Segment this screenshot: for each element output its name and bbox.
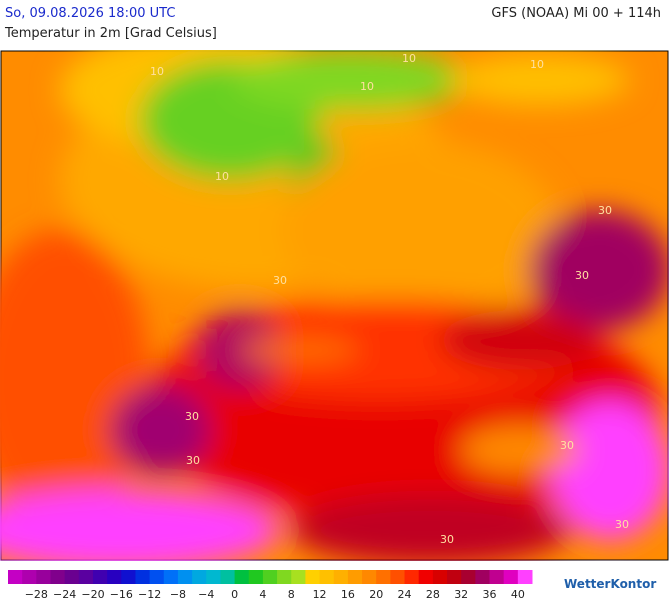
model-run: GFS (NOAA) Mi 00 + 114h (491, 6, 661, 21)
legend-swatch (347, 570, 363, 584)
logo: WetterKontor (564, 577, 656, 591)
parameter: Temperatur in 2m [Grad Celsius] (5, 26, 217, 41)
legend-swatch (36, 570, 51, 584)
contour-label: 30 (273, 274, 287, 287)
legend-swatch (177, 570, 193, 584)
legend-swatch (404, 570, 420, 584)
legend-label: 24 (398, 588, 412, 600)
legend-swatch (461, 570, 476, 584)
legend-label: 0 (231, 588, 238, 600)
legend-label: 32 (454, 588, 468, 600)
legend-label: −24 (53, 588, 76, 600)
contour-label: 10 (150, 65, 164, 78)
legend-swatch (262, 570, 278, 584)
legend-swatch (92, 570, 108, 584)
contour-label: 10 (530, 58, 544, 71)
legend-labels: −28 −24 −20 −16 −12 −8 −4 0 4 8 12 16 20 24 28 32 36 40 (25, 588, 525, 600)
legend-swatch (206, 570, 221, 584)
legend-label: −12 (138, 588, 161, 600)
legend-swatch (305, 570, 321, 584)
legend-label: −8 (170, 588, 186, 600)
legend-swatch (277, 570, 292, 584)
contour-label: 30 (440, 533, 454, 546)
legend: −28 −24 −20 −16 −12 −8 −4 0 4 8 12 16 20 24 28 32 36 40 W… (8, 570, 656, 600)
legend-label: 12 (313, 588, 327, 600)
legend-label: 16 (341, 588, 355, 600)
legend-swatch (418, 570, 434, 584)
legend-swatch (362, 570, 377, 584)
legend-swatch (376, 570, 391, 584)
legend-swatch (64, 570, 80, 584)
contour-label: 30 (185, 410, 199, 423)
contour-label: 10 (402, 52, 416, 65)
legend-swatch (22, 570, 37, 584)
legend-bar (8, 570, 533, 584)
legend-swatch (447, 570, 462, 584)
legend-swatch (220, 570, 236, 584)
legend-swatch (475, 570, 491, 584)
contour-label: 30 (186, 454, 200, 467)
legend-label: 4 (259, 588, 266, 600)
legend-swatch (291, 570, 306, 584)
legend-label: 28 (426, 588, 440, 600)
legend-swatch (50, 570, 66, 584)
legend-swatch (390, 570, 406, 584)
temperature-fields (0, 50, 669, 561)
contour-labels: 10 10 10 10 10 30 30 30 30 30 30 30 30 (150, 52, 629, 546)
contour-label: 30 (598, 204, 612, 217)
contour-label: 30 (575, 269, 589, 282)
legend-swatch (248, 570, 264, 584)
legend-swatch (121, 570, 136, 584)
legend-swatch (8, 570, 23, 584)
legend-swatch (319, 570, 335, 584)
legend-swatch (489, 570, 505, 584)
legend-label: −16 (110, 588, 133, 600)
legend-swatch (163, 570, 179, 584)
legend-swatch (78, 570, 94, 584)
legend-swatch (234, 570, 250, 584)
contour-label: 10 (360, 80, 374, 93)
legend-label: 36 (483, 588, 497, 600)
legend-label: 20 (369, 588, 383, 600)
legend-label: 8 (288, 588, 295, 600)
legend-swatch (149, 570, 165, 584)
legend-label: −20 (81, 588, 104, 600)
legend-label: −28 (25, 588, 48, 600)
temperature-map: 10 10 10 10 10 30 30 30 30 30 30 30 30 (0, 50, 669, 561)
legend-swatch (192, 570, 207, 584)
legend-swatch (517, 570, 533, 584)
legend-swatch (107, 570, 122, 584)
legend-label: 40 (511, 588, 525, 600)
legend-swatch (432, 570, 448, 584)
legend-label: −4 (198, 588, 214, 600)
legend-swatch (503, 570, 519, 584)
valid-time: So, 09.08.2026 18:00 UTC (5, 6, 176, 21)
contour-label: 30 (560, 439, 574, 452)
contour-label: 30 (615, 518, 629, 531)
legend-swatch (333, 570, 349, 584)
contour-label: 10 (215, 170, 229, 183)
legend-swatch (135, 570, 151, 584)
